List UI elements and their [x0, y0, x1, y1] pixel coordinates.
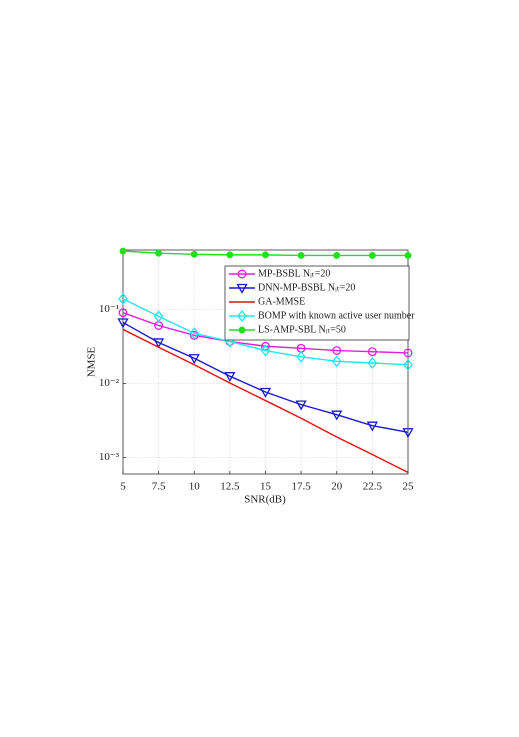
y-tick-label: 10⁻³ [99, 451, 120, 463]
legend-box [224, 265, 410, 341]
marker [403, 348, 413, 358]
marker [226, 251, 234, 259]
marker [367, 356, 378, 370]
x-tick-label: 17.5 [292, 481, 312, 493]
y-axis-label: NMSE [86, 346, 98, 377]
x-tick-label: 25 [403, 481, 415, 493]
marker [155, 249, 163, 257]
x-tick-label: 15 [260, 481, 272, 493]
x-axis-label: SNR(dB) [244, 494, 286, 506]
marker [260, 344, 271, 357]
y-tick-label: 10⁻¹ [99, 303, 119, 315]
legend-marker [236, 283, 248, 294]
marker [332, 346, 342, 355]
x-tick-label: 22.5 [363, 481, 383, 493]
series-line [122, 328, 409, 474]
x-tick-label: 12.5 [220, 481, 240, 493]
marker [153, 338, 165, 349]
x-tick-label: 20 [331, 481, 343, 493]
y-tick-label: 10⁻² [99, 377, 120, 389]
legend-marker [237, 269, 247, 279]
marker [224, 372, 236, 383]
marker [119, 247, 127, 255]
legend-marker [237, 309, 247, 323]
legend-label: DNN-MP-BSBL Nᵢₜ=20 [258, 282, 355, 293]
marker [404, 252, 412, 259]
marker [188, 354, 200, 365]
marker [118, 308, 128, 318]
x-tick-label: 5 [120, 481, 126, 493]
axes-box [122, 249, 409, 475]
marker [331, 355, 342, 368]
series-line [122, 298, 409, 366]
marker [403, 358, 413, 371]
marker [117, 318, 129, 329]
marker [118, 292, 128, 305]
marker [259, 387, 272, 398]
marker [262, 251, 269, 259]
legend-label: BOMP with known active user number [258, 310, 415, 321]
marker [333, 252, 341, 259]
marker [402, 428, 414, 439]
marker [331, 410, 343, 421]
marker [153, 310, 164, 323]
legend-label: LS-AMP-SBL Nᵢₜ=50 [258, 324, 346, 335]
x-tick-label: 10 [189, 481, 201, 493]
marker [295, 400, 307, 411]
marker [366, 421, 378, 432]
marker [297, 252, 305, 259]
legend-label: MP-BSBL Nᵢₜ=20 [258, 268, 330, 279]
legend-label: GA-MMSE [258, 296, 305, 307]
marker [189, 327, 200, 340]
marker [190, 250, 198, 258]
marker [367, 347, 377, 357]
x-tick-label: 7.5 [152, 481, 166, 493]
marker [368, 252, 376, 259]
legend-marker [238, 326, 246, 334]
marker [296, 350, 306, 363]
series-line [122, 321, 409, 433]
